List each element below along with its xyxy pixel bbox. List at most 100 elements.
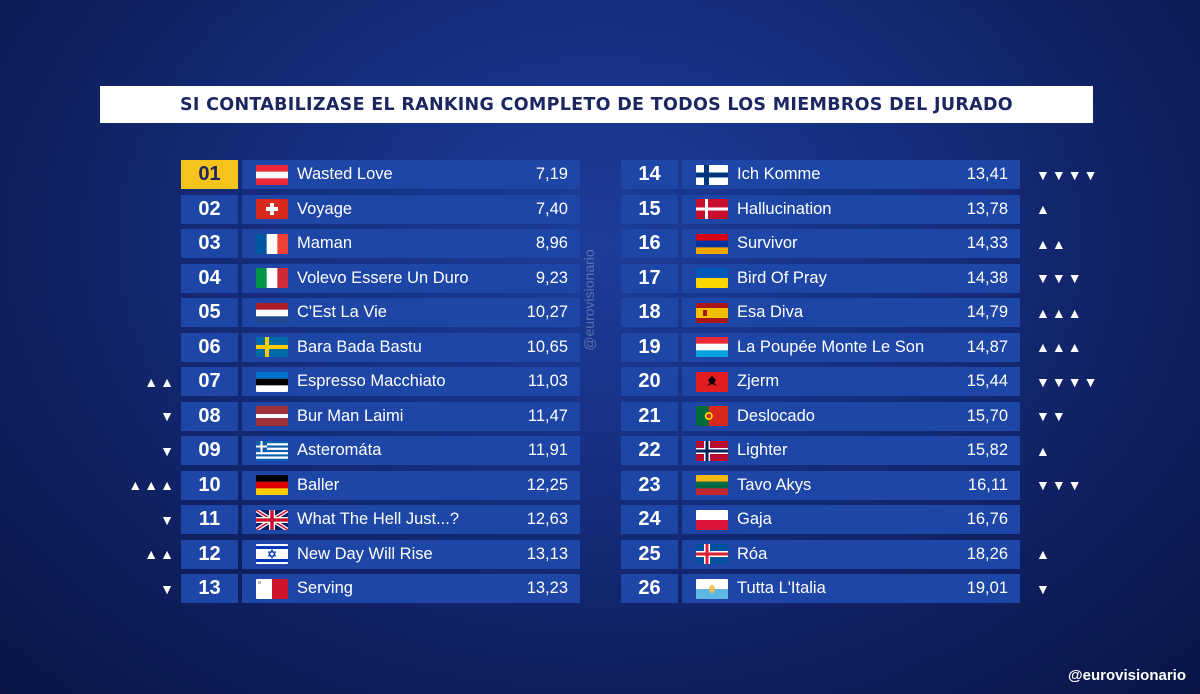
trend-arrows: ▼ — [160, 408, 176, 424]
song-title: Gaja — [737, 510, 772, 528]
trend-arrows: ▼▼▼▼ — [1036, 373, 1100, 390]
song-title: Tavo Akys — [737, 475, 812, 494]
page-title: SI CONTABILIZASE EL RANKING COMPLETO DE … — [180, 94, 1013, 115]
israel-flag-icon — [256, 544, 288, 564]
song-title: Esa Diva — [737, 303, 804, 321]
average-score: 14,33 — [966, 234, 1008, 252]
entry-bar: Bara Bada Bastu 10,65 — [242, 332, 580, 362]
song-title: Espresso Macchiato — [297, 372, 446, 390]
rank-number: 20 — [621, 367, 678, 396]
trend-arrows: ▲▲▲ — [128, 477, 176, 493]
trend-arrows: ▲▲▲ — [1036, 339, 1084, 355]
iceland-flag-icon — [696, 544, 728, 564]
song-title: La Poupée Monte Le Son — [737, 337, 925, 356]
sweden-flag-icon — [256, 337, 288, 357]
average-score: 13,23 — [526, 579, 568, 597]
trend-arrows: ▲▲ — [1036, 235, 1068, 252]
trend-arrows: ▼▼ — [1036, 408, 1068, 424]
entry-bar: Bur Man Laimi 11,47 — [242, 401, 580, 431]
trend-arrows: ▼ — [1036, 580, 1052, 597]
rank-number: 11 — [181, 505, 238, 534]
entry-bar: Lighter 15,82 — [682, 436, 1020, 465]
rank-number: 12 — [181, 539, 238, 569]
song-title: Volevo Essere Un Duro — [297, 268, 469, 287]
average-score: 14,38 — [966, 268, 1008, 287]
rank-number: 13 — [181, 574, 238, 603]
average-score: 16,11 — [967, 475, 1008, 494]
denmark-flag-icon — [696, 199, 728, 219]
rank-number: 06 — [181, 332, 238, 362]
rank-number: 19 — [621, 332, 678, 362]
song-title: Hallucination — [737, 199, 832, 218]
luxembourg-flag-icon — [696, 337, 728, 357]
trend-arrows: ▲ — [1036, 201, 1052, 217]
entry-bar: Gaja 16,76 — [682, 505, 1020, 534]
austria-flag-icon — [256, 164, 288, 185]
rank-number: 21 — [621, 401, 678, 431]
entry-bar: Esa Diva 14,79 — [682, 298, 1020, 327]
entry-bar: Serving 13,23 — [242, 574, 580, 603]
trend-arrows: ▲▲ — [144, 546, 176, 562]
estonia-flag-icon — [256, 371, 288, 392]
average-score: 14,87 — [966, 337, 1008, 356]
rank-number: 22 — [621, 436, 678, 465]
average-score: 9,23 — [535, 268, 568, 287]
rank-number: 04 — [181, 263, 238, 293]
norway-flag-icon — [696, 440, 728, 461]
entry-bar: Tavo Akys 16,11 — [682, 470, 1020, 500]
rank-number: 08 — [181, 401, 238, 431]
watermark-text: @eurovisionario — [581, 249, 597, 351]
rank-number: 01 — [181, 160, 238, 189]
entry-bar: Survivor 14,33 — [682, 229, 1020, 258]
average-score: 18,26 — [966, 544, 1008, 563]
rank-number: 05 — [181, 298, 238, 327]
song-title: Zjerm — [737, 372, 780, 390]
trend-arrows: ▼▼▼ — [1036, 477, 1084, 493]
average-score: 16,76 — [966, 510, 1008, 528]
song-title: Maman — [297, 234, 353, 252]
author-handle: @eurovisionario — [1068, 667, 1186, 684]
entry-bar: Maman 8,96 — [242, 229, 580, 258]
trend-arrows: ▼▼▼▼ — [1036, 166, 1100, 183]
song-title: Lighter — [737, 441, 788, 459]
title-banner: SI CONTABILIZASE EL RANKING COMPLETO DE … — [100, 86, 1093, 123]
italy-flag-icon — [256, 268, 288, 288]
average-score: 15,70 — [966, 406, 1008, 425]
song-title: Voyage — [297, 199, 353, 218]
uk-flag-icon — [256, 509, 288, 530]
song-title: Serving — [297, 579, 353, 597]
trend-arrows: ▲ — [1036, 442, 1052, 459]
song-title: Bara Bada Bastu — [297, 337, 422, 356]
song-title: Survivor — [737, 234, 798, 252]
song-title: Baller — [297, 475, 340, 494]
average-score: 10,27 — [526, 303, 568, 321]
average-score: 11,47 — [527, 406, 568, 425]
entry-bar: Asteromáta 11,91 — [242, 436, 580, 465]
france-flag-icon — [256, 233, 288, 254]
rank-number: 24 — [621, 505, 678, 534]
rank-number: 25 — [621, 539, 678, 569]
entry-bar: Róa 18,26 — [682, 539, 1020, 569]
trend-arrows: ▼ — [160, 442, 176, 459]
germany-flag-icon — [256, 475, 288, 495]
rank-number: 02 — [181, 194, 238, 224]
average-score: 10,65 — [526, 337, 568, 356]
entry-bar: What The Hell Just...? 12,63 — [242, 505, 580, 534]
song-title: Tutta L'Italia — [737, 579, 826, 597]
entry-bar: Tutta L'Italia 19,01 — [682, 574, 1020, 603]
entry-bar: Wasted Love 7,19 — [242, 160, 580, 189]
rank-number: 15 — [621, 194, 678, 224]
song-title: What The Hell Just...? — [297, 510, 460, 528]
entry-bar: Baller 12,25 — [242, 470, 580, 500]
armenia-flag-icon — [696, 233, 728, 254]
trend-arrows: ▲ — [1036, 546, 1052, 562]
average-score: 11,03 — [527, 372, 568, 390]
spain-flag-icon — [696, 302, 728, 323]
latvia-flag-icon — [256, 406, 288, 426]
rank-number: 23 — [621, 470, 678, 500]
rank-number: 03 — [181, 229, 238, 258]
song-title: Bird Of Pray — [737, 268, 827, 287]
average-score: 8,96 — [535, 234, 568, 252]
entry-bar: Bird Of Pray 14,38 — [682, 263, 1020, 293]
entry-bar: Hallucination 13,78 — [682, 194, 1020, 224]
